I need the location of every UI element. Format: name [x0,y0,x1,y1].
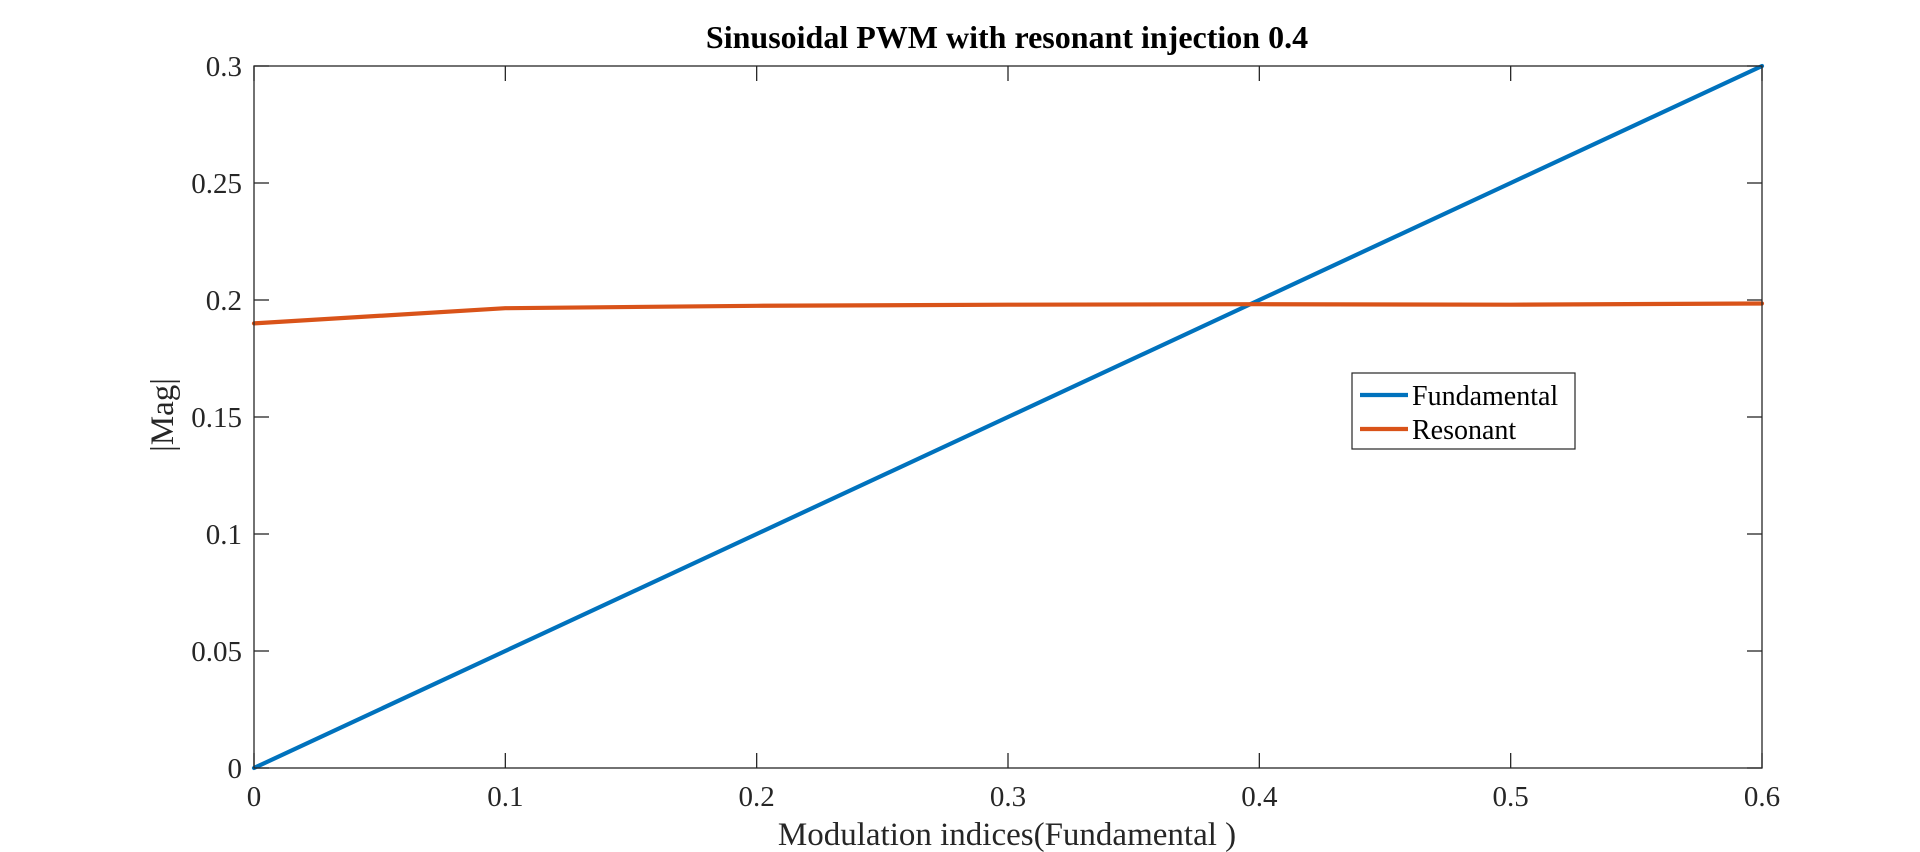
y-tick-label: 0.15 [191,402,242,434]
x-tick-label: 0.2 [739,781,775,813]
y-axis-label: |Mag| [145,378,181,452]
x-tick-label: 0.4 [1241,781,1278,813]
plot-frame [253,65,1763,769]
x-tick-label: 0 [247,781,262,813]
series-line-resonant [251,301,1765,326]
x-tick-label: 0.3 [990,781,1026,813]
legend-label-resonant: Resonant [1412,415,1516,446]
series-line-fundamental [251,63,1765,771]
x-axis-label: Modulation indices(Fundamental ) [778,817,1236,852]
y-tick-label: 0.25 [191,168,242,200]
chart-title: Sinusoidal PWM with resonant injection 0… [706,19,1308,55]
y-tick-label: 0.2 [206,285,242,317]
legend-label-fundamental: Fundamental [1412,381,1558,412]
y-tick-label: 0 [228,753,243,785]
legend-box [1351,372,1576,450]
series-lines [251,63,1765,771]
x-tick-label: 0.1 [487,781,523,813]
x-tick-label: 0.5 [1493,781,1529,813]
y-tick-label: 0.3 [206,51,242,83]
y-tick-label: 0.1 [206,519,242,551]
x-tick-label: 0.6 [1744,781,1780,813]
y-tick-label: 0.05 [191,636,242,668]
axis-ticks: 0 0.1 0.2 0.3 0.4 0.5 0.6 0 0.05 0.1 0.15 0.2 0.25 0.… [191,51,1780,813]
